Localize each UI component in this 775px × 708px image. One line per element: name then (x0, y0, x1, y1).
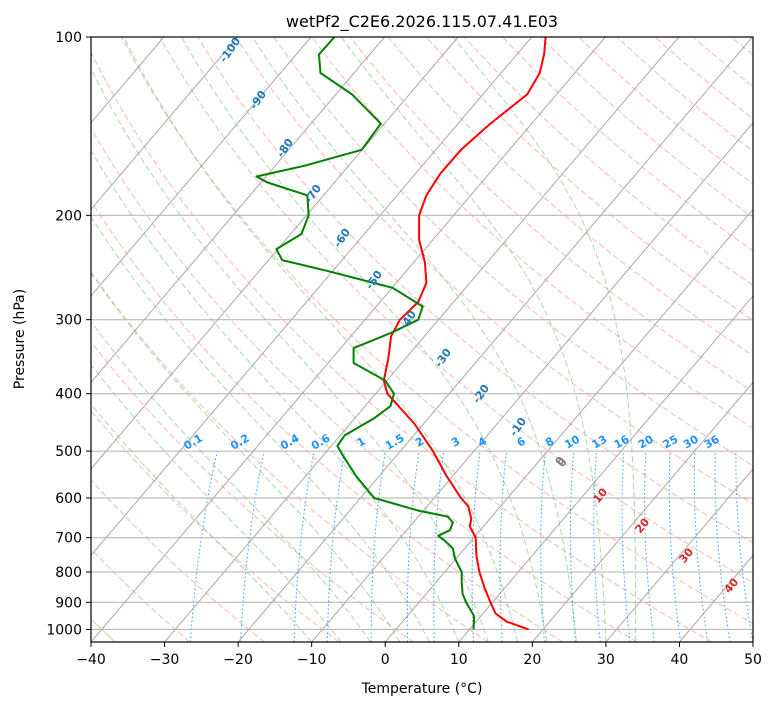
isotherm (91, 37, 606, 642)
y-tick-label: 400 (55, 387, 82, 403)
dry-adiabat (91, 548, 191, 642)
y-tick-label: 600 (55, 491, 82, 507)
grid-layer (91, 37, 753, 642)
x-tick-label: −10 (297, 652, 327, 668)
x-tick-label: −30 (150, 652, 180, 668)
dry-adiabat (311, 37, 753, 429)
dry-adiabat (91, 271, 489, 642)
x-tick-label: 30 (597, 652, 615, 668)
moist-adiabat (123, 37, 519, 642)
isotherm (458, 295, 753, 642)
isotherm (531, 381, 753, 642)
y-axis: 100 200 300 400 500 600 700 800 900 1000 (46, 30, 91, 638)
moist-adiabat (91, 215, 430, 642)
x-tick-label: 40 (671, 652, 689, 668)
dry-adiabat (91, 410, 340, 642)
plot-frame (90, 36, 754, 643)
y-tick-label: 200 (55, 208, 82, 224)
isotherm (91, 37, 459, 470)
isotherm (237, 37, 753, 642)
dry-adiabat (121, 37, 753, 624)
x-tick-label: 20 (523, 652, 541, 668)
dewpoint-profile (255, 37, 476, 630)
isotherm (91, 37, 385, 384)
mixing-ratio-line (735, 451, 753, 642)
moist-adiabat (452, 37, 636, 642)
x-axis-label: Temperature (°C) (361, 681, 483, 697)
series-layer (255, 37, 547, 631)
x-axis: −40 −30 −20 −10 0 10 20 30 40 50 (76, 642, 762, 668)
x-tick-label: 50 (744, 652, 762, 668)
isotherm (91, 37, 533, 557)
moist-adiabat (252, 37, 577, 642)
chart-title: wetPf2_C2E6.2026.115.07.41.E03 (286, 12, 558, 32)
dry-adiabat (235, 37, 753, 505)
y-axis-label: Pressure (hPa) (12, 289, 28, 389)
y-tick-label: 700 (55, 531, 82, 547)
isotherm (605, 468, 753, 642)
mixing-ratio-line (189, 450, 218, 642)
moist-adiabat (91, 67, 489, 642)
isotherm (384, 208, 753, 642)
moist-adiabat (91, 149, 460, 642)
dry-adiabat (91, 200, 563, 642)
mixing-ratio-line (326, 451, 346, 642)
y-tick-label: 800 (55, 565, 82, 581)
x-tick-label: −40 (76, 652, 106, 668)
x-tick-label: 0 (381, 652, 390, 668)
x-tick-label: −20 (223, 652, 253, 668)
x-tick-label: 10 (450, 652, 468, 668)
y-tick-label: 500 (55, 444, 82, 460)
mixing-ratio-line (693, 451, 709, 642)
moist-adiabat (91, 272, 401, 642)
mixing-ratio-line (668, 451, 682, 642)
isotherm (311, 122, 753, 642)
mixing-ratio-line (644, 451, 655, 642)
isotherm (91, 37, 238, 211)
y-tick-label: 900 (55, 595, 82, 611)
y-tick-label: 300 (55, 313, 82, 329)
mixing-ratio-line (714, 451, 731, 642)
dry-adiabat (91, 479, 265, 642)
y-tick-label: 100 (55, 30, 82, 46)
mixing-ratio-line (293, 451, 315, 642)
moist-adiabat (340, 37, 607, 642)
dry-adiabat (349, 37, 753, 393)
moist-adiabat (91, 364, 342, 642)
isotherm (164, 37, 680, 642)
mixing-ratio-line (240, 450, 265, 642)
y-tick-label: 1000 (46, 622, 82, 638)
dry-adiabat (425, 37, 753, 321)
dry-adiabat (159, 37, 753, 584)
isotherm (91, 37, 312, 297)
